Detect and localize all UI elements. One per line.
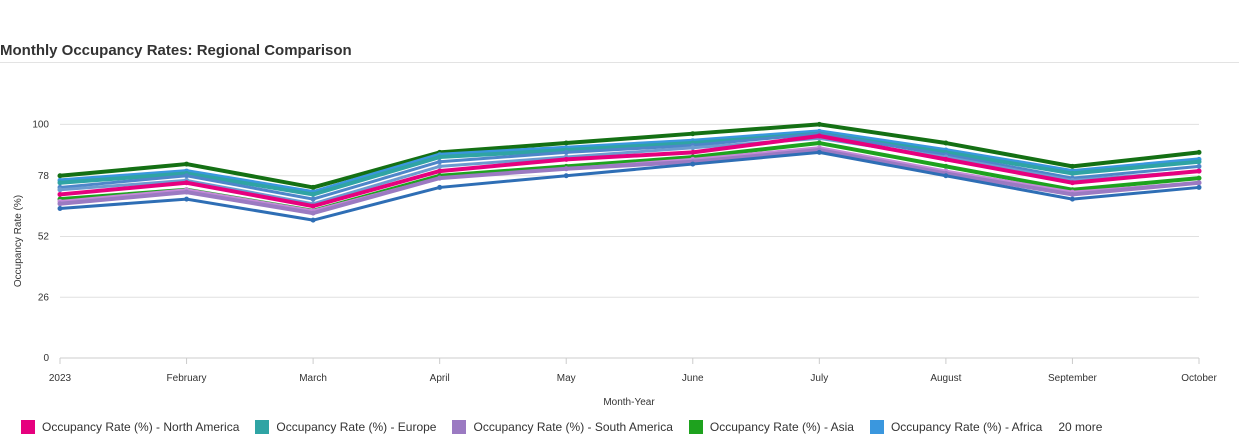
data-point[interactable] [563, 156, 569, 162]
y-tick-label: 52 [38, 232, 50, 243]
x-tick-label: April [430, 373, 450, 384]
x-tick-label: May [557, 373, 576, 384]
data-point[interactable] [310, 184, 316, 190]
legend-label: Occupancy Rate (%) - Africa [890, 420, 1043, 434]
legend-item[interactable]: Occupancy Rate (%) - North America [21, 420, 239, 434]
x-tick-label: August [930, 373, 961, 384]
legend-label: Occupancy Rate (%) - Europe [276, 420, 437, 434]
legend-item[interactable]: Occupancy Rate (%) - South America [452, 420, 673, 434]
x-tick-label: June [682, 373, 704, 384]
x-tick-label: September [1048, 373, 1098, 384]
data-point[interactable] [1069, 163, 1075, 169]
title-divider [0, 62, 1239, 63]
x-tick-label: October [1181, 373, 1217, 384]
data-point[interactable] [437, 168, 443, 174]
legend-label: Occupancy Rate (%) - North America [42, 420, 240, 434]
data-point[interactable] [563, 149, 569, 155]
data-point[interactable] [563, 140, 569, 146]
data-point[interactable] [943, 156, 949, 162]
data-point[interactable] [563, 173, 569, 179]
legend-swatch [21, 420, 35, 434]
series-line-7[interactable] [59, 136, 1200, 206]
legend-item[interactable]: Occupancy Rate (%) - Africa [869, 420, 1043, 434]
data-point[interactable] [57, 187, 63, 193]
legend-swatch [255, 420, 270, 434]
y-tick-label: 0 [43, 353, 49, 364]
y-tick-label: 100 [32, 119, 49, 130]
legend-swatch [688, 420, 703, 434]
legend-swatch [869, 420, 884, 434]
data-point[interactable] [437, 159, 443, 165]
data-point[interactable] [57, 201, 63, 207]
data-point[interactable] [1196, 149, 1202, 155]
x-tick-label: February [167, 373, 207, 384]
data-point[interactable] [437, 184, 443, 190]
series-line-2[interactable] [59, 148, 1200, 216]
data-point[interactable] [943, 140, 949, 146]
x-tick-label: 2023 [49, 373, 72, 384]
data-point[interactable] [310, 196, 316, 202]
data-point[interactable] [310, 217, 316, 223]
series-line-4[interactable] [59, 129, 1200, 195]
data-point[interactable] [690, 161, 696, 167]
data-point[interactable] [310, 203, 316, 209]
x-tick-label: July [810, 373, 828, 384]
data-point[interactable] [437, 154, 443, 160]
legend-item[interactable]: Occupancy Rate (%) - Europe [255, 420, 436, 434]
data-point[interactable] [437, 163, 443, 169]
legend-swatch [452, 420, 467, 434]
data-point[interactable] [310, 210, 316, 216]
data-point[interactable] [816, 133, 822, 139]
data-point[interactable] [184, 196, 190, 202]
chart-title: Monthly Occupancy Rates: Regional Compar… [0, 42, 352, 59]
data-point[interactable] [57, 173, 63, 179]
series-line-0[interactable] [59, 134, 1200, 209]
data-point[interactable] [1069, 180, 1075, 186]
legend-item[interactable]: Occupancy Rate (%) - Asia [688, 420, 854, 434]
y-axis-label: Occupancy Rate (%) [13, 195, 24, 287]
data-point[interactable] [437, 175, 443, 181]
data-point[interactable] [1069, 196, 1075, 202]
series-line-1[interactable] [59, 131, 1200, 197]
data-point[interactable] [943, 163, 949, 169]
data-point[interactable] [816, 140, 822, 146]
data-point[interactable] [184, 161, 190, 167]
data-point[interactable] [1196, 175, 1202, 181]
series-line-9[interactable] [59, 150, 1200, 222]
data-point[interactable] [1196, 180, 1202, 186]
legend-label: Occupancy Rate (%) - Asia [709, 420, 854, 434]
series-line-6[interactable] [59, 132, 1200, 201]
series-line-5[interactable] [59, 122, 1200, 190]
data-point[interactable] [1196, 159, 1202, 165]
data-point[interactable] [57, 205, 63, 211]
data-point[interactable] [690, 145, 696, 151]
data-point[interactable] [57, 180, 63, 186]
legend-label: Occupancy Rate (%) - South America [473, 420, 673, 434]
x-axis-label: Month-Year [603, 397, 655, 408]
data-point[interactable] [1196, 168, 1202, 174]
data-point[interactable] [57, 191, 63, 197]
data-point[interactable] [1196, 184, 1202, 190]
x-tick-label: March [299, 373, 327, 384]
data-point[interactable] [184, 189, 190, 195]
y-tick-label: 78 [38, 171, 50, 182]
y-tick-label: 26 [38, 292, 50, 303]
data-point[interactable] [943, 173, 949, 179]
legend: Occupancy Rate (%) - North America Occupa… [21, 420, 1102, 434]
data-point[interactable] [563, 166, 569, 172]
data-point[interactable] [310, 191, 316, 197]
data-point[interactable] [816, 121, 822, 127]
legend-more-button[interactable]: 20 more [1058, 420, 1103, 434]
data-point[interactable] [1196, 163, 1202, 169]
data-point[interactable] [690, 131, 696, 137]
data-point[interactable] [1069, 170, 1075, 176]
data-point[interactable] [690, 149, 696, 155]
data-point[interactable] [816, 149, 822, 155]
data-point[interactable] [184, 180, 190, 186]
data-point[interactable] [184, 173, 190, 179]
data-point[interactable] [1069, 191, 1075, 197]
